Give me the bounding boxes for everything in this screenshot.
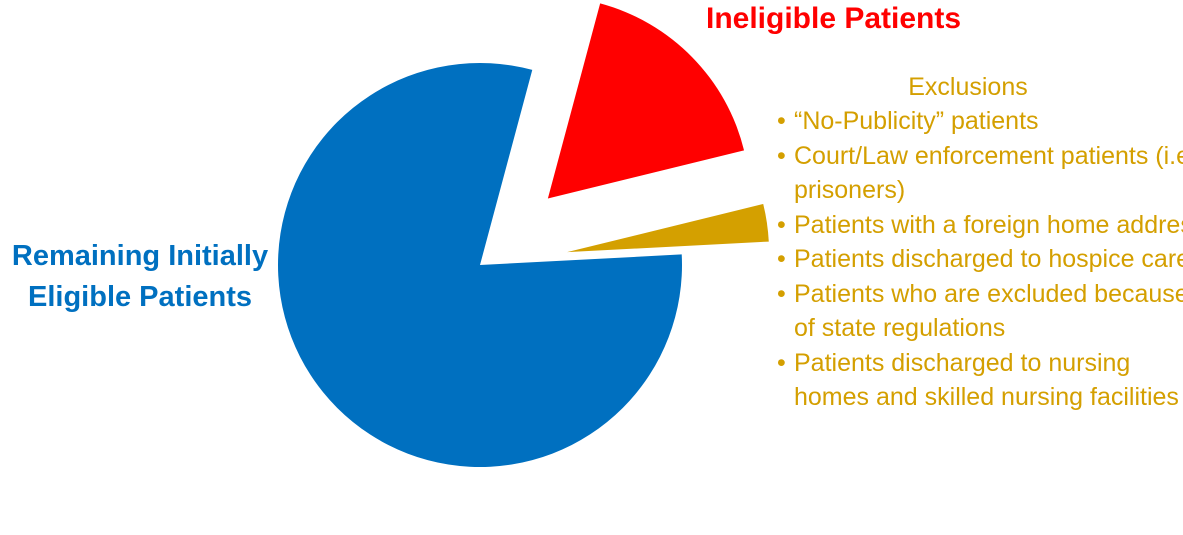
exclusion-item: Patients with a foreign home address: [777, 208, 1183, 243]
slice-label: Exclusions: [908, 73, 1028, 101]
pie-slice: [547, 3, 745, 199]
slice-label: Remaining Initially Eligible Patients: [11, 240, 269, 313]
pie-slice: [567, 203, 769, 253]
exclusion-item: Court/Law enforcement patients (i.e., pr…: [777, 139, 1183, 208]
exclusion-item: “No-Publicity” patients: [777, 104, 1183, 139]
pie-slice: [277, 62, 682, 467]
slice-label: Ineligible Patients: [706, 2, 962, 35]
exclusion-item: Patients who are excluded because of sta…: [777, 277, 1183, 346]
exclusion-item: Patients discharged to hospice care: [777, 242, 1183, 277]
exclusion-list: “No-Publicity” patientsCourt/Law enforce…: [775, 104, 1183, 415]
exclusion-item: Patients discharged to nursing homes and…: [777, 346, 1183, 415]
